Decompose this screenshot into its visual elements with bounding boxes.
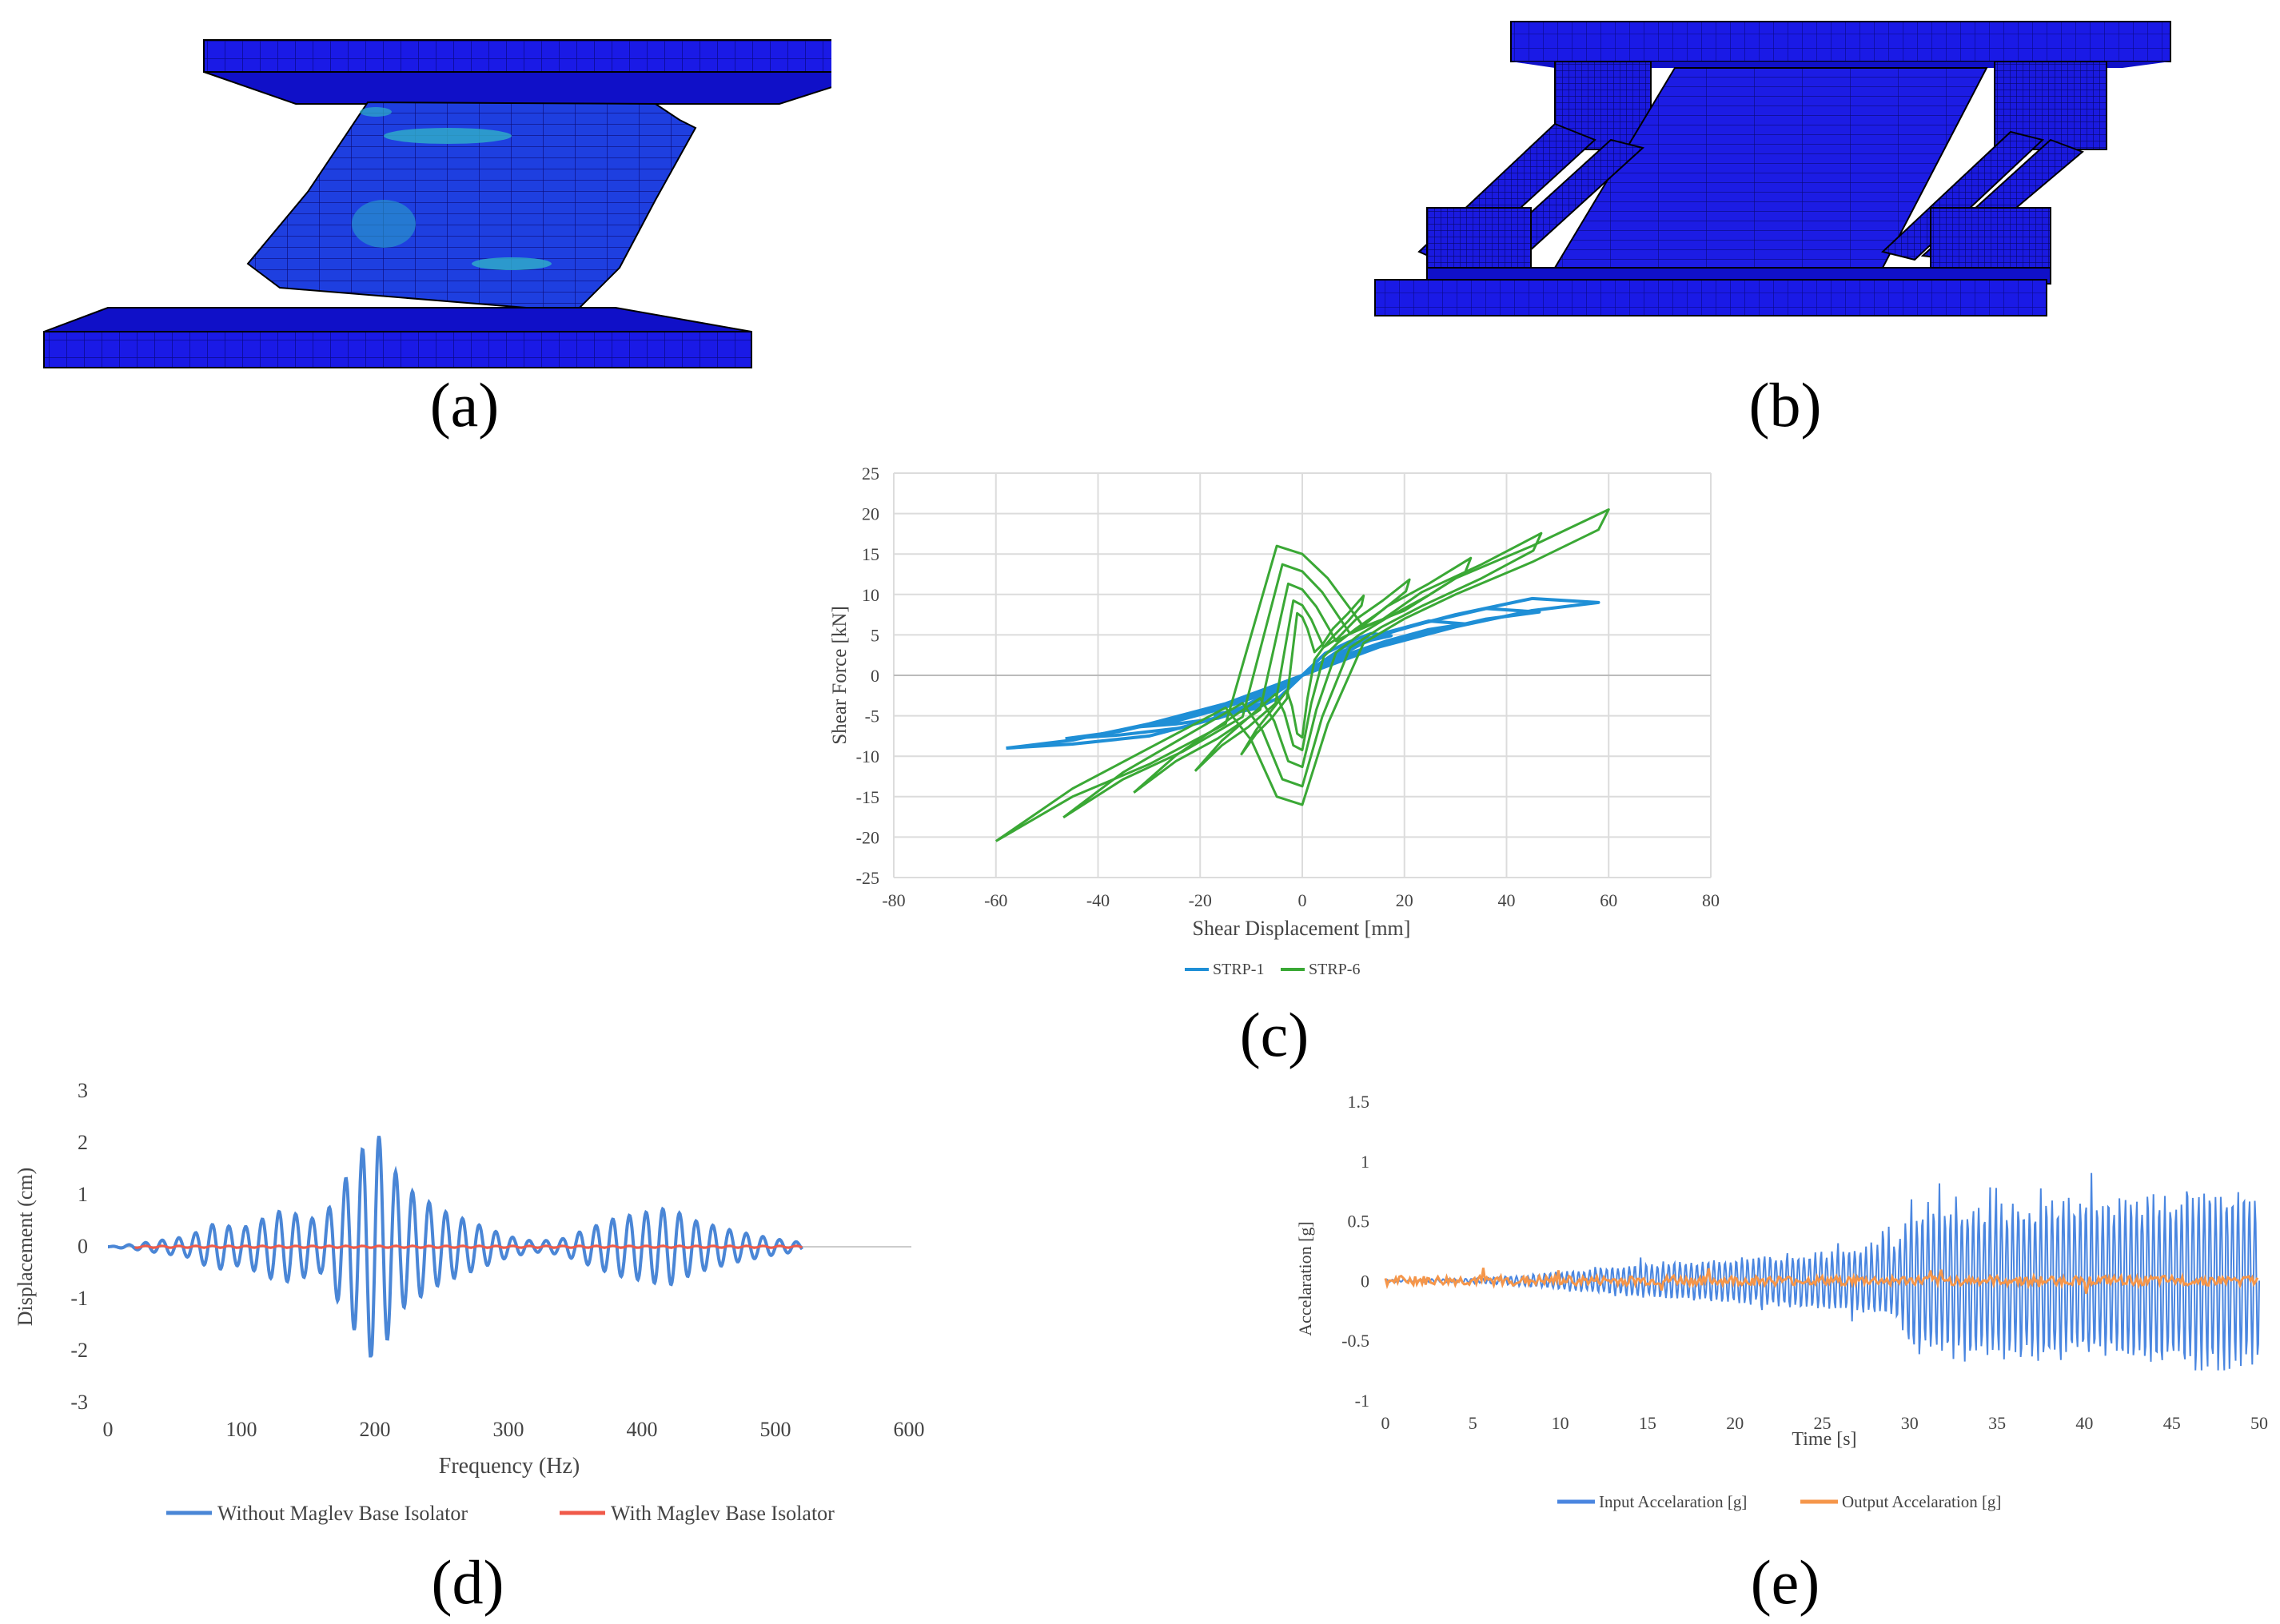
bottom-plate-b: [1374, 279, 2047, 316]
x-tick-label-c: 80: [1702, 890, 1720, 910]
y-tick-label-c: -25: [856, 868, 879, 888]
panel-label-a: (a): [429, 370, 500, 440]
y-axis-label-c: Shear Force [kN]: [829, 606, 851, 745]
fe-model-a: [43, 39, 831, 368]
series-strp-1: [1213, 631, 1393, 717]
x-tick-label-c: 20: [1396, 890, 1413, 910]
x-tick-label-e: 45: [2163, 1413, 2181, 1433]
top-plate: [203, 39, 831, 73]
panel-label-d: (d): [431, 1547, 504, 1617]
y-tick-label-d: 1: [78, 1183, 88, 1206]
panel-label-b: (b): [1748, 370, 1822, 440]
series-strp-6: [995, 508, 1610, 842]
y-axis-label-e: Accelaration [g]: [1295, 1221, 1315, 1336]
y-tick-label-d: -3: [70, 1391, 88, 1414]
x-tick-label-d: 400: [627, 1418, 658, 1441]
series-strp-6: [1062, 531, 1543, 819]
series-without-isolator: [108, 1136, 804, 1358]
x-tick-label-e: 35: [1988, 1413, 2006, 1433]
x-tick-label-c: -80: [882, 890, 905, 910]
x-tick-label-e: 50: [2250, 1413, 2268, 1433]
y-tick-label-c: -15: [856, 787, 879, 807]
x-tick-label-c: 40: [1498, 890, 1516, 910]
x-tick-label-d: 500: [760, 1418, 791, 1441]
x-tick-label-c: 0: [1298, 890, 1307, 910]
y-axis-label-d: Displacement (cm): [14, 1168, 37, 1327]
y-tick-label-d: -2: [70, 1339, 88, 1362]
x-tick-label-e: 25: [1814, 1413, 1832, 1433]
series-strp-6: [1194, 578, 1411, 772]
panel-label-e: (e): [1750, 1547, 1820, 1617]
y-tick-label-c: -10: [856, 746, 879, 766]
x-tick-label-e: 30: [1901, 1413, 1919, 1433]
x-tick-label-d: 100: [226, 1418, 257, 1441]
y-tick-label-e: 0: [1361, 1271, 1369, 1291]
right-brace: [1880, 130, 2045, 261]
series-input-acceleration: [1385, 1172, 2260, 1371]
x-tick-label-d: 0: [103, 1418, 114, 1441]
y-tick-label-c: 25: [862, 464, 879, 484]
x-axis-label-d: Frequency (Hz): [439, 1454, 580, 1479]
bottom-plate: [43, 331, 752, 368]
legend-label-input: Input Accelaration [g]: [1599, 1492, 1747, 1511]
y-tick-label-c: 15: [862, 544, 879, 564]
fe-model-b: [1374, 21, 2171, 316]
x-tick-label-c: -20: [1189, 890, 1212, 910]
series-strp-6: [1240, 594, 1365, 756]
legend-label-without: Without Maglev Base Isolator: [217, 1502, 468, 1525]
series-strp-6: [1133, 556, 1473, 794]
y-tick-label-e: 1.5: [1348, 1092, 1370, 1112]
y-tick-label-c: 0: [871, 666, 879, 686]
y-tick-label-d: -1: [70, 1287, 88, 1310]
x-axis-label-e: Time [s]: [1792, 1429, 1856, 1450]
y-tick-label-c: -20: [856, 827, 879, 847]
x-tick-label-e: 15: [1639, 1413, 1656, 1433]
x-axis-label-c: Shear Displacement [mm]: [1193, 917, 1411, 940]
series-output-acceleration: [1384, 1268, 2259, 1294]
panel-label-c: (c): [1239, 1000, 1309, 1069]
legend-label-strp1: STRP-1: [1213, 961, 1264, 978]
y-tick-label-c: 5: [871, 625, 879, 645]
y-tick-label-e: -1: [1355, 1391, 1369, 1411]
x-tick-label-e: 5: [1469, 1413, 1477, 1433]
y-tick-label-d: 0: [78, 1235, 88, 1258]
y-tick-label-c: -5: [865, 707, 879, 726]
x-tick-label-c: -40: [1086, 890, 1110, 910]
legend-label-with: With Maglev Base Isolator: [611, 1502, 835, 1525]
top-plate-b: [1510, 21, 2171, 62]
y-tick-label-c: 20: [862, 504, 879, 524]
sheared-pad: [246, 101, 697, 313]
x-tick-label-d: 600: [894, 1418, 925, 1441]
x-tick-label-c: 60: [1600, 890, 1617, 910]
legend-label-output: Output Accelaration [g]: [1842, 1492, 2001, 1511]
y-tick-label-d: 2: [78, 1131, 88, 1154]
x-tick-label-d: 200: [360, 1418, 391, 1441]
x-tick-label-d: 300: [493, 1418, 524, 1441]
y-tick-label-d: 3: [78, 1079, 88, 1102]
x-tick-label-e: 20: [1726, 1413, 1744, 1433]
legend-label-strp6: STRP-6: [1309, 961, 1360, 978]
y-tick-label-e: 0.5: [1348, 1212, 1370, 1232]
series-with-isolator: [134, 1244, 803, 1249]
x-tick-label-e: 40: [2075, 1413, 2093, 1433]
x-tick-label-c: -60: [984, 890, 1007, 910]
chart-c: 25 20 15 10 5 0 -5 -10 -15 -20 -25 -80 -60 -40 -20 0 20…: [829, 464, 1720, 978]
x-tick-label-e: 0: [1381, 1413, 1390, 1433]
x-tick-label-e: 10: [1552, 1413, 1569, 1433]
y-tick-label-e: 1: [1361, 1152, 1369, 1172]
y-tick-label-c: 10: [862, 585, 879, 605]
y-tick-label-e: -0.5: [1341, 1331, 1369, 1351]
